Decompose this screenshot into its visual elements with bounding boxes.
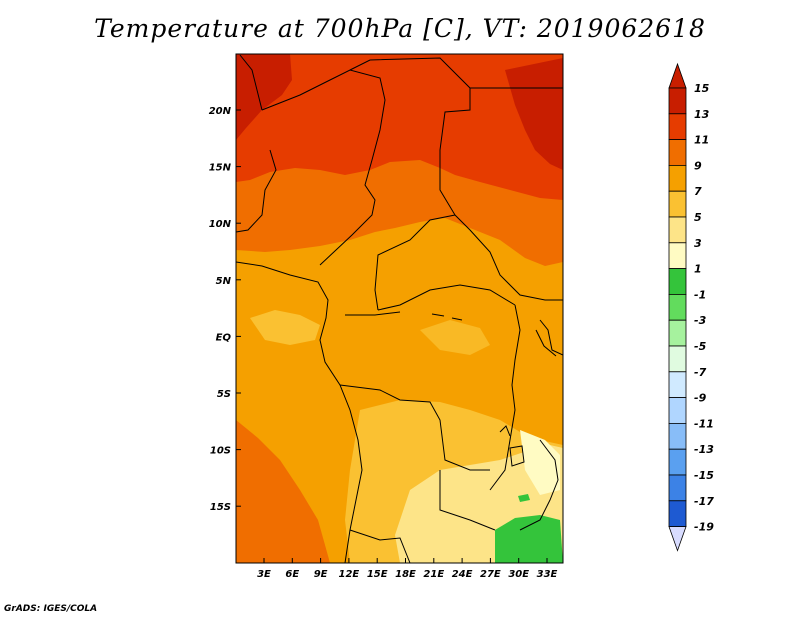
colorbar-label: 15 (694, 82, 710, 95)
colorbar-band (668, 268, 687, 295)
colorbar-band (668, 500, 687, 527)
colorbar-label: -17 (694, 495, 714, 508)
colorbar-label: 9 (694, 159, 702, 172)
colorbar-label: 11 (694, 134, 709, 147)
colorbar-band (668, 190, 687, 218)
latitude-axis: 20N 15N 10N 5N EQ 5S 10S 15S (209, 106, 241, 513)
lon-tick-label: 9E (314, 569, 328, 580)
colorbar-band (668, 422, 687, 450)
credit-text: GrADS: IGES/COLA (4, 604, 98, 614)
colorbar-band (668, 216, 687, 244)
colorbar-label: -5 (694, 340, 707, 353)
colorbar-label: -19 (694, 521, 714, 534)
colorbar-label: 7 (694, 185, 702, 198)
lon-tick-label: 18E (395, 569, 416, 580)
longitude-axis: 3E 6E 9E 12E 15E 18E 21E 24E 27E 30E 33E (257, 558, 558, 580)
lat-tick-label: 15S (210, 502, 231, 513)
colorbar-band (668, 242, 687, 270)
lon-tick-label: 15E (367, 569, 388, 580)
colorbar-band (668, 371, 687, 398)
colorbar-top-cap (668, 62, 687, 89)
lon-tick-label: 21E (423, 569, 444, 580)
colorbar-band (668, 139, 687, 166)
lat-tick-label: 20N (209, 106, 232, 117)
lon-tick-label: 27E (480, 569, 501, 580)
colorbar: 15 13 11 9 7 5 3 1 -1 -3 -5 -7 -9 -11 -13 -15 -17 -19 (668, 62, 714, 552)
colorbar-band (668, 87, 687, 115)
colorbar-label: -15 (694, 469, 714, 482)
lat-tick-label: 5N (216, 276, 232, 287)
lon-tick-label: 30E (508, 569, 529, 580)
colorbar-label: 13 (694, 108, 710, 121)
lat-tick-label: 15N (209, 163, 232, 174)
colorbar-band (668, 448, 687, 476)
colorbar-label: -11 (694, 417, 714, 430)
colorbar-label: -1 (694, 288, 706, 301)
lat-tick-label: 5S (217, 389, 231, 400)
colorbar-label: 5 (694, 211, 702, 224)
lat-tick-label: 10S (210, 446, 231, 457)
colorbar-label: 3 (694, 237, 702, 250)
colorbar-label: -7 (694, 366, 707, 379)
lon-tick-label: 6E (285, 569, 299, 580)
colorbar-band (668, 319, 687, 347)
colorbar-label: -13 (694, 443, 714, 456)
colorbar-label: -3 (694, 314, 707, 327)
colorbar-label: -9 (694, 392, 707, 405)
colorbar-bottom-cap (668, 526, 687, 552)
map-title: Temperature at 700hPa [C], VT: 201906261… (94, 14, 706, 43)
lat-tick-label: EQ (216, 332, 232, 343)
map-frame (235, 53, 564, 564)
colorbar-band (668, 113, 687, 141)
colorbar-band (668, 345, 687, 373)
lon-tick-label: 24E (452, 569, 473, 580)
colorbar-band (668, 293, 687, 321)
temperature-field (236, 54, 563, 563)
colorbar-band (668, 164, 687, 192)
lon-tick-label: 12E (339, 569, 360, 580)
colorbar-label: 1 (694, 263, 702, 276)
lat-tick-label: 10N (209, 219, 232, 230)
lon-tick-label: 3E (257, 569, 271, 580)
colorbar-band (668, 397, 687, 424)
country-borders (236, 54, 563, 563)
lon-tick-label: 33E (537, 569, 558, 580)
colorbar-band (668, 474, 687, 502)
